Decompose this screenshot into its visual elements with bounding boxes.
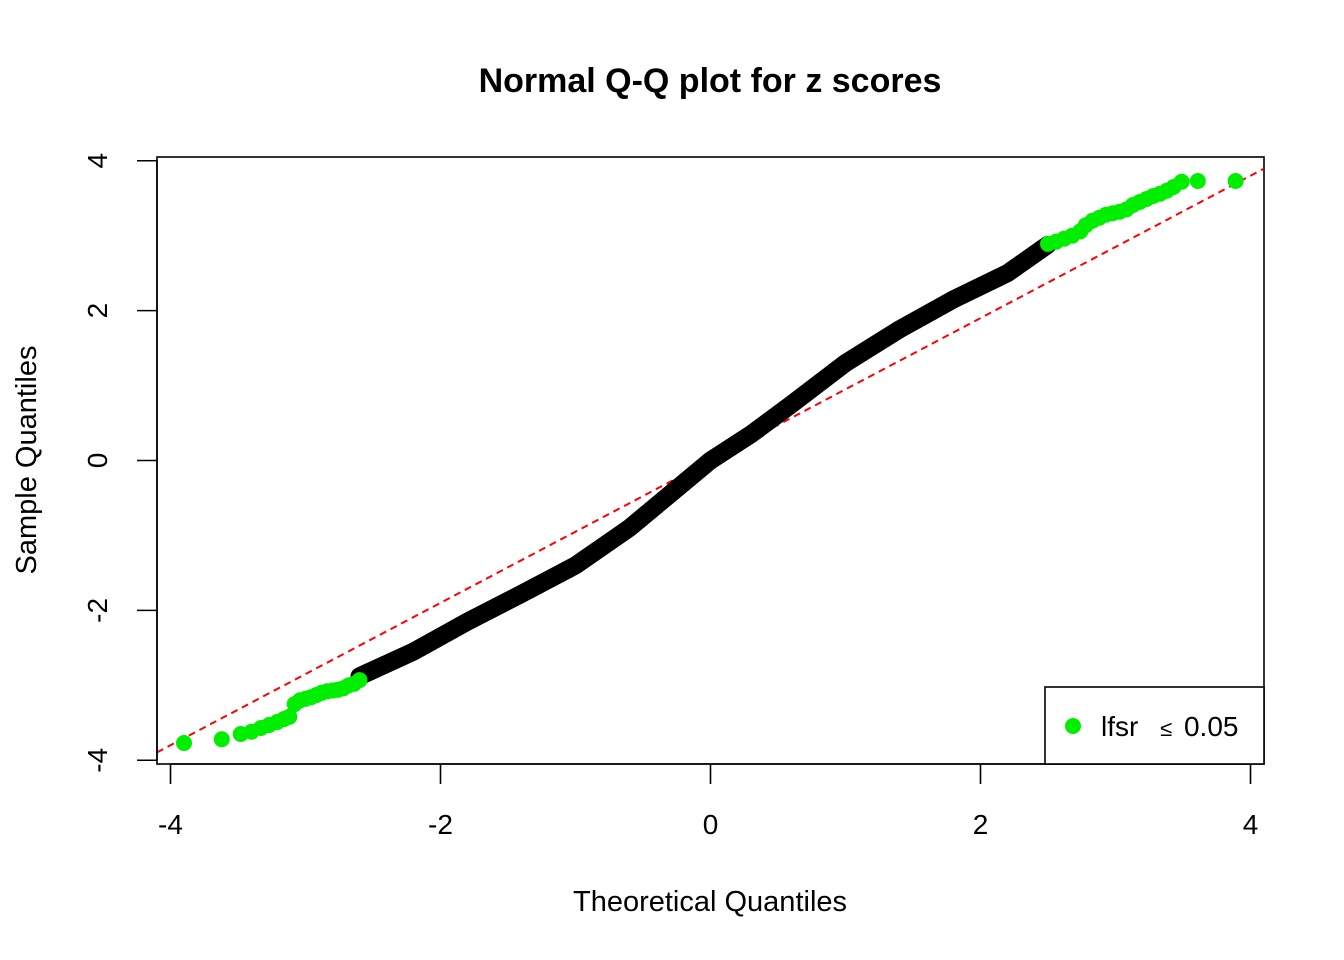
x-tick-label: -4 bbox=[158, 809, 183, 840]
x-axis-label: Theoretical Quantiles bbox=[573, 886, 847, 918]
data-marks bbox=[157, 167, 1264, 754]
green-point bbox=[1173, 173, 1190, 190]
x-axis: -4 -2 0 2 4 bbox=[158, 763, 1259, 840]
plot-area bbox=[156, 156, 1265, 765]
series-black-points bbox=[350, 236, 1057, 686]
green-point bbox=[1189, 172, 1206, 189]
chart-title: Normal Q-Q plot for z scores bbox=[479, 62, 942, 100]
x-tick-label: 0 bbox=[703, 809, 719, 840]
legend-label-value: 0.05 bbox=[1184, 711, 1239, 742]
legend-box bbox=[1044, 686, 1265, 765]
green-point bbox=[351, 672, 368, 689]
x-tick-label: 4 bbox=[1243, 809, 1259, 840]
y-tick-label: -4 bbox=[82, 748, 113, 773]
y-tick-label: -2 bbox=[82, 598, 113, 623]
y-tick-label: 2 bbox=[82, 303, 113, 319]
green-point bbox=[281, 708, 298, 725]
green-point bbox=[213, 731, 230, 748]
y-axis-label: Sample Quantiles bbox=[11, 346, 43, 575]
legend-label: lfsr ≤ 0.05 bbox=[1101, 711, 1238, 742]
legend-label-symbol: ≤ bbox=[1160, 716, 1172, 741]
legend-marker bbox=[1065, 718, 1081, 734]
green-point bbox=[1227, 172, 1244, 189]
y-tick-label: 0 bbox=[82, 453, 113, 469]
x-tick-label: 2 bbox=[973, 809, 989, 840]
y-axis: -4 -2 0 2 4 bbox=[82, 153, 158, 773]
legend: lfsr ≤ 0.05 bbox=[1044, 686, 1265, 765]
x-tick-label: -2 bbox=[428, 809, 453, 840]
y-tick-label: 4 bbox=[82, 153, 113, 169]
legend-label-text: lfsr bbox=[1101, 711, 1138, 742]
series-green-points bbox=[176, 172, 1244, 752]
green-point bbox=[176, 735, 192, 752]
